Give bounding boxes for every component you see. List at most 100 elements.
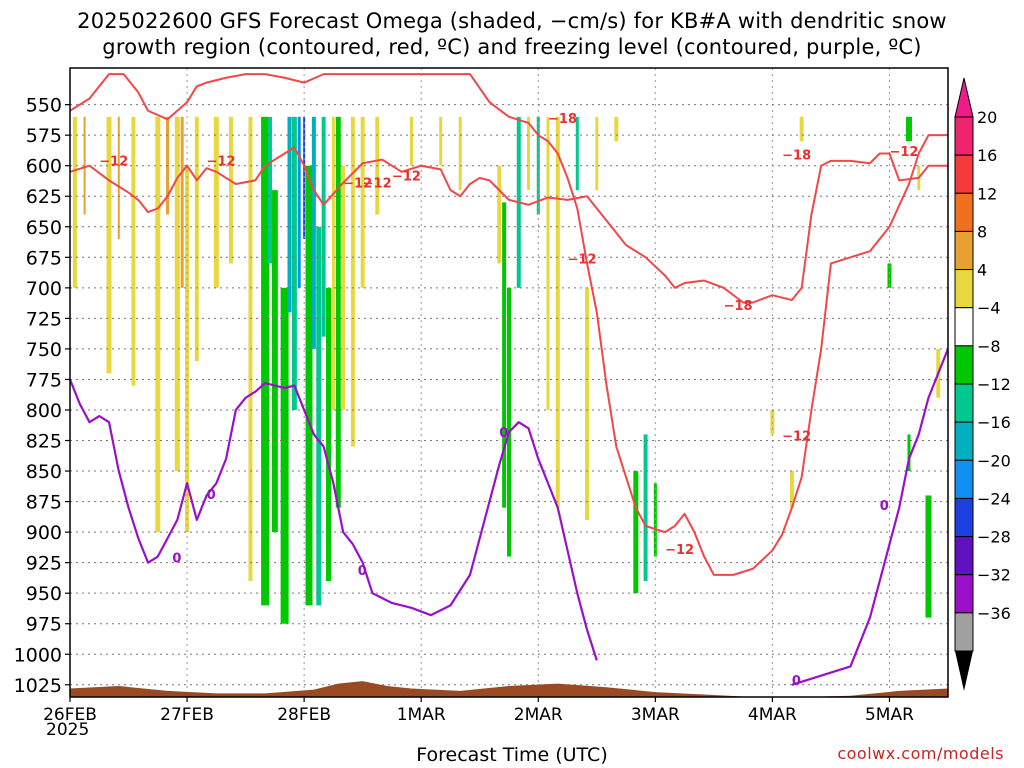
y-tick-label-15: 925 [26, 553, 62, 575]
omega-shade-35 [458, 116, 462, 191]
omega-shade-40 [527, 116, 531, 191]
colorbar-label-10: −24 [977, 489, 1011, 508]
omega-shade-43 [555, 116, 560, 508]
omega-shade-19 [291, 116, 297, 410]
dgz-label-3: −12 [392, 169, 421, 184]
x-tick-label-7: 5MAR [865, 705, 914, 725]
dgz-label-6: −18 [782, 149, 811, 164]
y-tick-label-5: 675 [26, 247, 62, 269]
omega-shade-9 [185, 165, 190, 533]
x-tick-label-1: 27FEB [160, 705, 214, 725]
omega-shade-53 [799, 116, 804, 142]
y-tick-label-19: 1025 [14, 675, 62, 697]
colorbar-swatch-1 [954, 154, 974, 194]
chart-title-line2: growth region (contoured, red, ºC) and f… [102, 35, 922, 59]
omega-shade-42 [546, 116, 550, 410]
omega-shade-37 [502, 202, 507, 508]
dgz-label-7: −18 [724, 299, 753, 314]
omega-shade-17 [280, 287, 289, 624]
omega-shade-3 [117, 116, 120, 239]
colorbar-swatch-12 [954, 574, 974, 614]
omega-shade-36 [497, 165, 502, 264]
omega-shade-12 [228, 116, 233, 264]
y-tick-label-14: 900 [26, 522, 62, 544]
x-year-label: 2025 [46, 720, 90, 740]
freezing-label-0: 0 [172, 552, 181, 567]
x-tick-label-5: 3MAR [631, 705, 680, 725]
colorbar-swatch-4 [954, 269, 974, 309]
omega-shade-44 [575, 116, 579, 191]
omega-shade-10 [194, 116, 199, 362]
omega-shade-14 [261, 116, 270, 606]
omega-shade-34 [439, 116, 443, 166]
omega-shade-26 [326, 287, 332, 581]
dgz-label-0: −12 [99, 155, 128, 170]
colorbar-label-4: 4 [977, 261, 987, 280]
surface-terrain [70, 681, 948, 697]
omega-shade-31 [360, 116, 365, 288]
omega-shade-59 [907, 434, 911, 472]
colorbar-swatch-0 [954, 116, 974, 156]
dgz-label-1: −12 [207, 155, 236, 170]
y-tick-label-0: 550 [26, 95, 62, 117]
x-axis-label: Forecast Time (UTC) [416, 744, 608, 766]
y-tick-label-4: 650 [26, 217, 62, 239]
omega-shade-29 [341, 165, 346, 410]
y-tick-label-2: 600 [26, 156, 62, 178]
colorbar-label-7: −12 [977, 375, 1011, 394]
colorbar-bottom-arrow [955, 651, 973, 691]
y-tick-label-8: 750 [26, 339, 62, 361]
omega-shade-5 [155, 116, 161, 533]
freezing-label-4: 0 [880, 499, 889, 514]
dgz-label-4: −18 [548, 112, 577, 127]
omega-shade-55 [905, 116, 912, 142]
colorbar-swatch-13 [954, 612, 974, 652]
omega-shade-49 [643, 434, 648, 581]
y-tick-label-11: 825 [26, 431, 62, 453]
omega-shade-45 [585, 287, 590, 520]
omega-shade-20 [297, 116, 301, 288]
colorbar-swatch-3 [954, 230, 974, 271]
colorbar-label-0: 20 [977, 108, 997, 127]
y-tick-label-10: 800 [26, 400, 62, 422]
omega-shade-46 [595, 116, 599, 191]
omega-shade-0 [72, 116, 77, 288]
omega-shade-16 [271, 190, 278, 533]
omega-shade-28 [335, 116, 341, 508]
colorbar-label-5: −4 [977, 299, 1001, 318]
colorbar-label-1: 16 [977, 146, 997, 165]
omega-shade-54 [887, 263, 892, 288]
colorbar-label-9: −20 [977, 451, 1011, 470]
chart-title-line1: 2025022600 GFS Forecast Omega (shaded, −… [77, 9, 947, 33]
omega-shade-24 [316, 226, 322, 606]
colorbar-label-13: −36 [977, 604, 1011, 623]
freezing-label-2: 0 [358, 564, 367, 579]
omega-shade-2 [106, 116, 112, 374]
freezing-label-3: 0 [499, 426, 508, 441]
credit-text[interactable]: coolwx.com/models [837, 744, 1004, 763]
omega-shade-22 [305, 165, 313, 606]
freezing-label-5: 0 [792, 674, 801, 689]
y-tick-label-12: 850 [26, 461, 62, 483]
colorbar-swatch-2 [954, 192, 974, 232]
omega-shade-47 [614, 116, 619, 142]
colorbar-swatch-10 [954, 497, 974, 538]
dgz-label-2: −12 [343, 177, 372, 192]
omega-shade-57 [925, 495, 932, 618]
omega-shade-38 [507, 287, 511, 557]
x-tick-label-0: 26FEB [43, 705, 97, 725]
omega-shading-layer [72, 116, 941, 624]
dgz-label-8: −12 [665, 543, 694, 558]
plot-frame [69, 67, 949, 698]
y-tick-label-7: 725 [26, 308, 62, 330]
y-tick-label-13: 875 [26, 492, 62, 514]
dgz-label-5: −12 [568, 252, 597, 267]
colorbar-swatch-5 [954, 307, 974, 347]
y-tick-label-16: 950 [26, 583, 62, 605]
omega-shade-23 [311, 116, 316, 349]
omega-shade-1 [83, 116, 86, 215]
omega-shade-11 [213, 116, 219, 288]
dgz-label-10: −12 [889, 145, 918, 160]
colorbar-label-6: −8 [977, 337, 1001, 356]
freezing-label-1: 0 [207, 488, 216, 503]
